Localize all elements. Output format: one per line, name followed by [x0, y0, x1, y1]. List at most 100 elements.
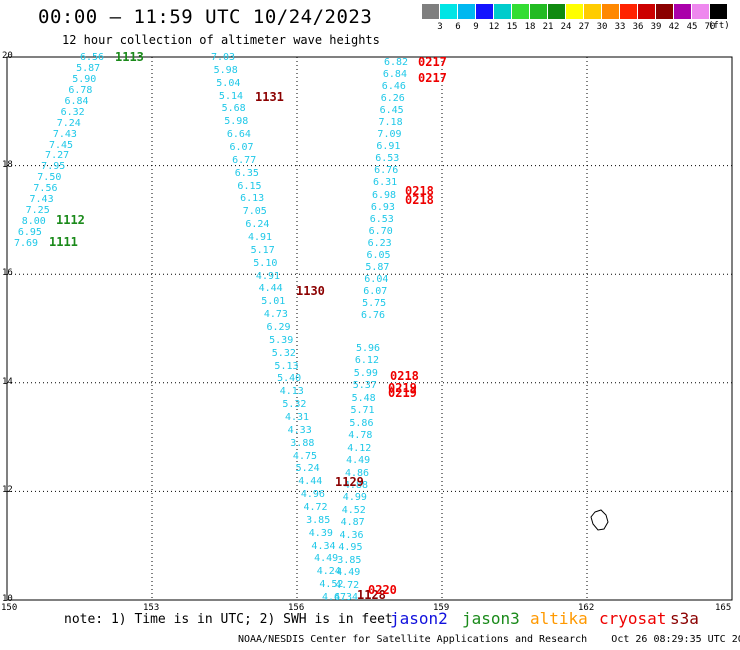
wave-height-value: 6.84 — [64, 95, 89, 107]
lat-tick-label: 14 — [2, 376, 13, 387]
map-subtitle: 12 hour collection of altimeter wave hei… — [62, 33, 380, 47]
wave-height-value: 6.78 — [68, 84, 93, 96]
wave-height-value: 5.13 — [274, 360, 299, 372]
wave-height-value: 6.64 — [226, 129, 251, 141]
colorbar-label: 33 — [614, 22, 626, 32]
legend-jason2: jason2 — [390, 609, 448, 628]
wave-height-value: 4.75 — [292, 450, 318, 462]
wave-height-value: 7.50 — [37, 172, 62, 184]
pass-time-label: 1131 — [255, 90, 284, 104]
wave-height-value: 5.87 — [365, 261, 390, 273]
wave-height-value: 4.72 — [303, 502, 328, 513]
pass-time-label: 1130 — [296, 284, 325, 298]
wave-height-value: 4.44 — [258, 283, 283, 295]
wave-height-value: 7.25 — [25, 205, 50, 217]
credit-timestamp: Oct 26 08:29:35 UTC 2023 — [611, 634, 740, 645]
colorbar-label: 18 — [524, 22, 536, 32]
wave-height-value: 4.34 — [334, 592, 359, 603]
colorbar-swatch — [710, 4, 727, 19]
pass-time-label: 1128 — [357, 588, 386, 602]
colorbar-label: 3 — [437, 22, 443, 32]
colorbar-swatch — [548, 4, 565, 19]
colorbar-swatch — [656, 4, 673, 19]
wave-height-value: 6.77 — [232, 154, 257, 166]
wave-height-value: 4.73 — [263, 309, 288, 321]
wave-height-value: 6.56 — [80, 52, 105, 63]
wave-height-value: 6.76 — [361, 310, 386, 321]
wave-height-value: 7.95 — [41, 161, 66, 173]
colorbar-label: 12 — [488, 22, 500, 32]
colorbar-swatch — [602, 4, 619, 19]
wave-height-value: 5.24 — [295, 463, 320, 475]
wave-height-value: 4.44 — [298, 476, 323, 488]
wave-height-value: 5.86 — [349, 417, 374, 429]
lon-tick-label: 162 — [578, 603, 595, 613]
colorbar-label: 21 — [542, 22, 554, 32]
lat-tick-label: 16 — [2, 268, 13, 279]
wave-height-value: 3.85 — [306, 514, 331, 526]
footer-note: note: 1) Time is in UTC; 2) SWH is in fe… — [64, 612, 393, 627]
wave-height-value: 4.96 — [300, 489, 325, 501]
wave-height-value: 7.09 — [377, 129, 402, 141]
wave-height-value: 6.84 — [382, 69, 407, 81]
wave-height-value: 6.29 — [266, 322, 291, 333]
colorbar-swatch — [476, 4, 493, 19]
lon-tick-label: 150 — [1, 603, 18, 613]
colorbar-swatch — [584, 4, 601, 19]
legend-jason3: jason3 — [462, 609, 520, 628]
wave-height-value: 4.95 — [338, 542, 363, 554]
colorbar-label: 9 — [473, 22, 479, 32]
wave-height-value: 6.07 — [229, 142, 254, 153]
pass-time-label: 0218 — [390, 369, 419, 383]
wave-height-value: 7.43 — [29, 194, 54, 206]
colorbar-unit: (ft) — [708, 21, 730, 31]
wave-height-value: 5.99 — [353, 367, 378, 379]
wave-height-value: 4.52 — [319, 579, 344, 591]
island-outline — [590, 509, 609, 531]
wave-height-value: 5.96 — [356, 343, 381, 354]
colorbar-label: 39 — [650, 22, 662, 32]
wave-height-value: 6.31 — [373, 177, 398, 189]
wave-height-value: 5.32 — [282, 399, 307, 411]
wave-height-value: 6.13 — [240, 193, 265, 205]
wave-height-value: 5.98 — [224, 116, 249, 128]
pass-time-label: 1129 — [335, 475, 364, 489]
legend-cryosat: cryosat — [599, 609, 667, 628]
wave-height-value: 4.88 — [343, 479, 368, 491]
wave-height-value: 6.76 — [374, 165, 399, 177]
wave-height-value: 4.49 — [336, 567, 361, 579]
pass-time-label: 1111 — [49, 235, 78, 249]
wave-height-value: 4.24 — [316, 566, 341, 578]
wave-height-value: 6.07 — [363, 285, 388, 297]
wave-height-value: 7.43 — [52, 128, 77, 140]
wave-height-value: 4.31 — [285, 412, 310, 423]
wave-height-value: 6.26 — [380, 93, 405, 105]
wave-height-value: 6.53 — [375, 153, 400, 165]
colorbar-label: 42 — [668, 22, 680, 32]
colorbar-label: 15 — [506, 22, 518, 32]
wave-height-value: 6.82 — [384, 57, 409, 68]
wave-height-value: 4.78 — [348, 430, 373, 442]
colorbar-swatch — [692, 4, 709, 19]
pass-time-label: 0219 — [388, 381, 417, 395]
colorbar-swatch — [440, 4, 457, 19]
lat-tick-label: 20 — [2, 51, 13, 61]
wave-height-value: 5.40 — [277, 373, 302, 385]
colorbar-label: 45 — [686, 22, 698, 32]
wave-height-value: 6.35 — [234, 167, 259, 179]
colorbar-label: 27 — [578, 22, 590, 32]
wave-height-value: 5.90 — [72, 73, 97, 85]
wave-height-value: 4.91 — [255, 270, 281, 282]
colorbar-swatch — [530, 4, 547, 19]
wave-height-value: 5.04 — [216, 77, 241, 89]
wave-height-value: 8.00 — [21, 216, 46, 228]
colorbar-swatch — [458, 4, 475, 19]
wave-height-value: 6.05 — [366, 249, 391, 261]
wave-height-value: 4.34 — [311, 540, 336, 552]
wave-height-value: 4.33 — [287, 424, 312, 436]
lon-tick-label: 159 — [433, 603, 450, 613]
wave-height-value: 4.52 — [341, 504, 366, 516]
colorbar-label: 70 — [704, 22, 716, 32]
colorbar-label: 30 — [596, 22, 608, 32]
